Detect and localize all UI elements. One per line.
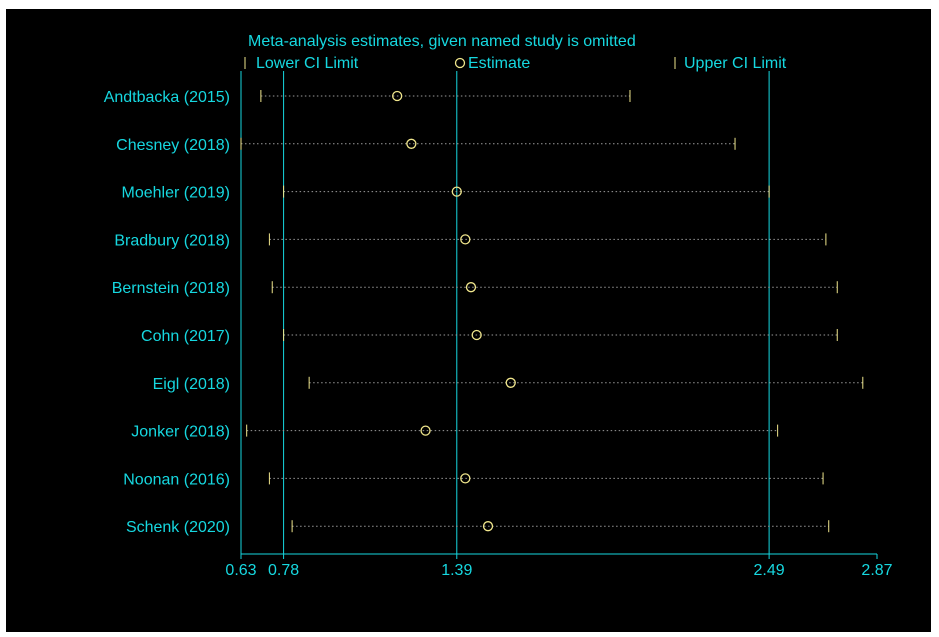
study-row: Moehler (2019) <box>122 185 770 202</box>
legend-upper-label: Upper CI Limit <box>684 55 787 72</box>
study-label: Jonker (2018) <box>131 424 230 441</box>
estimate-marker <box>505 377 516 388</box>
study-label: Andtbacka (2015) <box>104 89 230 106</box>
x-tick-label: 2.49 <box>754 562 785 579</box>
estimate-marker <box>406 138 417 149</box>
x-tick-label: 0.78 <box>268 562 299 579</box>
estimate-marker <box>482 521 494 532</box>
chart-title: Meta-analysis estimates, given named stu… <box>248 33 636 50</box>
x-tick-label: 1.39 <box>441 562 472 579</box>
estimate-marker <box>460 234 471 245</box>
study-row: Jonker (2018) <box>131 424 779 441</box>
study-row: Chesney (2018) <box>116 137 736 154</box>
x-tick-label: 0.63 <box>225 562 256 579</box>
study-row: Schenk (2020) <box>126 519 830 536</box>
study-row: Eigl (2018) <box>153 376 864 393</box>
estimate-marker <box>465 282 477 293</box>
estimate-marker <box>460 473 471 484</box>
forest-plot: Meta-analysis estimates, given named stu… <box>104 33 893 579</box>
study-label: Schenk (2020) <box>126 519 230 536</box>
estimate-marker <box>420 425 431 436</box>
study-label: Moehler (2019) <box>122 185 231 202</box>
study-row: Cohn (2017) <box>141 328 838 345</box>
legend: Lower CI Limit Estimate Upper CI Limit <box>244 55 787 72</box>
legend-estimate-label: Estimate <box>468 55 530 72</box>
study-row: Bernstein (2018) <box>112 280 838 297</box>
estimate-marker <box>392 90 403 102</box>
study-label: Bradbury (2018) <box>114 232 230 249</box>
x-tick-label: 2.87 <box>861 562 892 579</box>
estimate-marker <box>471 329 482 341</box>
legend-estimate-marker <box>454 57 466 69</box>
plot-frame: Meta-analysis estimates, given named stu… <box>6 9 931 632</box>
legend-lower-label: Lower CI Limit <box>256 55 359 72</box>
estimate-marker <box>451 186 462 197</box>
study-label: Eigl (2018) <box>153 376 230 393</box>
study-label: Bernstein (2018) <box>112 280 230 297</box>
study-row: Bradbury (2018) <box>114 232 827 249</box>
study-label: Noonan (2016) <box>123 471 230 488</box>
study-label: Chesney (2018) <box>116 137 230 154</box>
study-row: Noonan (2016) <box>123 471 824 488</box>
study-label: Cohn (2017) <box>141 328 230 345</box>
study-row: Andtbacka (2015) <box>104 89 631 106</box>
